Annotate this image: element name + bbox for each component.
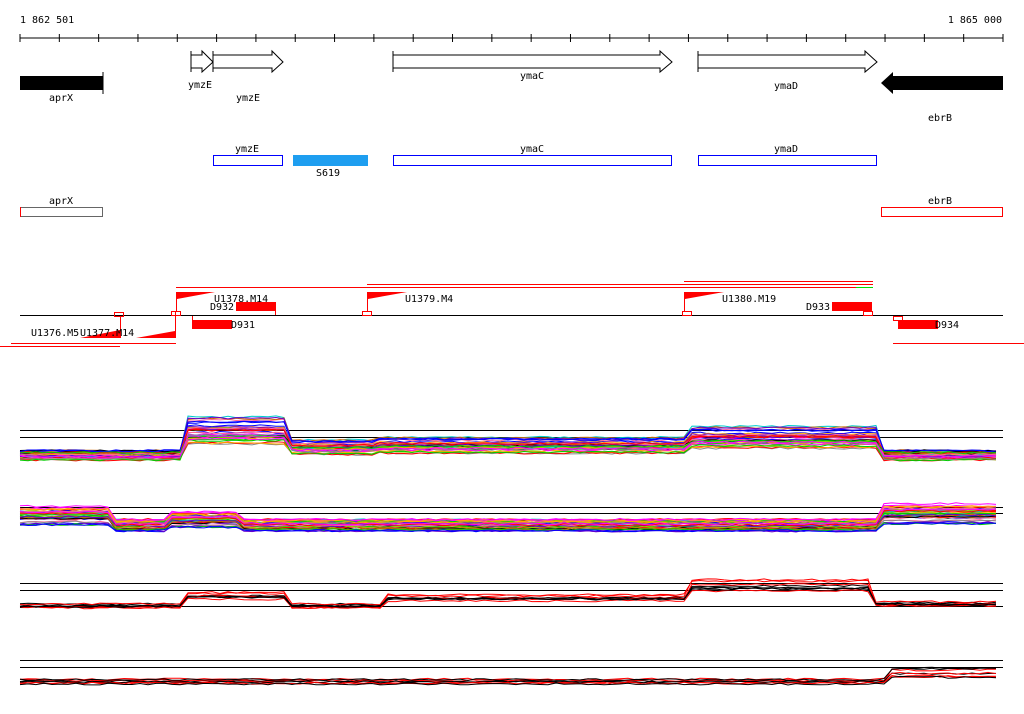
gene-ymzE-small[interactable]: ymzE xyxy=(188,49,214,91)
gene-ebrB[interactable]: ebrB xyxy=(881,72,1003,124)
expression-trace xyxy=(19,428,997,454)
gene-label: ymzE xyxy=(236,93,260,104)
gene-ymzE[interactable]: ymzE xyxy=(212,49,284,104)
gene-track: aprX ymzE ymzE ymaC ymaD ebrB xyxy=(20,49,1003,124)
expression-panels xyxy=(19,415,1003,686)
cds-ymaC[interactable]: ymaC xyxy=(393,144,672,166)
promoter-U1379.M4[interactable]: U1379.M4 xyxy=(362,292,454,316)
promoter-U1380.M19[interactable]: U1380.M19 xyxy=(682,292,777,316)
terminator-label: D933 xyxy=(806,302,830,313)
ruler-end-label: 1 865 000 xyxy=(948,15,1002,26)
terminator-D932[interactable]: D932 xyxy=(210,302,276,315)
expression-panel xyxy=(19,578,1003,610)
cds-ymzE[interactable]: ymzE xyxy=(213,144,283,166)
feature-track: aprX ebrB xyxy=(20,196,1003,217)
cds-label: S619 xyxy=(316,168,340,179)
expression-trace xyxy=(19,420,997,453)
expression-panel xyxy=(19,660,1003,686)
cds-ymaD[interactable]: ymaD xyxy=(698,144,877,166)
cds-label: ymaC xyxy=(520,144,544,155)
transcription-track: U1376.M5 U1377.M14 U1378.M14 U1379.M4 U1… xyxy=(0,281,1024,347)
terminator-D934[interactable]: D934 xyxy=(893,316,960,332)
expression-trace xyxy=(19,671,997,681)
gene-aprX[interactable]: aprX xyxy=(20,72,104,104)
cds-track: ymzE S619 ymaC ymaD xyxy=(213,144,877,179)
gene-label: ebrB xyxy=(928,113,952,124)
tu-label: U1379.M4 xyxy=(405,294,453,305)
expression-trace xyxy=(19,504,997,521)
gene-label: ymzE xyxy=(188,80,212,91)
tu-label: U1380.M19 xyxy=(722,294,776,305)
gene-label: ymaD xyxy=(774,81,798,92)
expression-panel xyxy=(19,502,1003,533)
tu-label: U1376.M5 xyxy=(31,328,79,339)
tu-label: U1378.M14 xyxy=(214,294,268,305)
feature-label: ebrB xyxy=(928,196,952,207)
ruler-start-label: 1 862 501 xyxy=(20,15,74,26)
ruler-ticks xyxy=(19,34,1004,42)
gene-ymaD[interactable]: ymaD xyxy=(697,49,878,92)
cds-label: ymzE xyxy=(235,144,259,155)
expression-trace xyxy=(19,513,997,531)
expression-trace xyxy=(19,435,997,455)
expression-trace xyxy=(19,675,997,686)
expression-trace xyxy=(19,438,996,462)
terminator-label: D932 xyxy=(210,302,234,313)
gene-label: ymaC xyxy=(520,71,544,82)
terminator-label: D934 xyxy=(935,320,959,331)
promoter-U1376.M5[interactable]: U1376.M5 xyxy=(31,312,124,340)
expression-trace xyxy=(19,435,996,458)
expression-trace xyxy=(19,586,997,609)
cds-label: ymaD xyxy=(774,144,798,155)
expression-trace xyxy=(19,513,997,528)
expression-trace xyxy=(19,583,997,610)
feature-ebrB[interactable]: ebrB xyxy=(881,196,1003,217)
expression-trace xyxy=(19,522,997,533)
ruler: 1 862 501 1 865 000 xyxy=(19,15,1004,42)
expression-trace xyxy=(19,508,997,526)
feature-aprX[interactable]: aprX xyxy=(20,196,103,217)
gene-ymaC[interactable]: ymaC xyxy=(392,49,673,82)
gene-label: aprX xyxy=(49,93,73,104)
tu-label: U1377.M14 xyxy=(80,328,134,339)
expression-trace xyxy=(19,579,997,606)
terminator-D931[interactable]: D931 xyxy=(192,316,255,331)
terminator-D933[interactable]: D933 xyxy=(806,302,873,316)
terminator-label: D931 xyxy=(231,320,255,331)
expression-trace xyxy=(19,667,997,682)
cds-S619[interactable]: S619 xyxy=(293,155,368,179)
expression-panel xyxy=(19,415,1003,462)
feature-label: aprX xyxy=(49,196,73,207)
expression-trace xyxy=(19,675,997,685)
promoter-U1378.M14[interactable]: U1378.M14 xyxy=(176,292,269,312)
